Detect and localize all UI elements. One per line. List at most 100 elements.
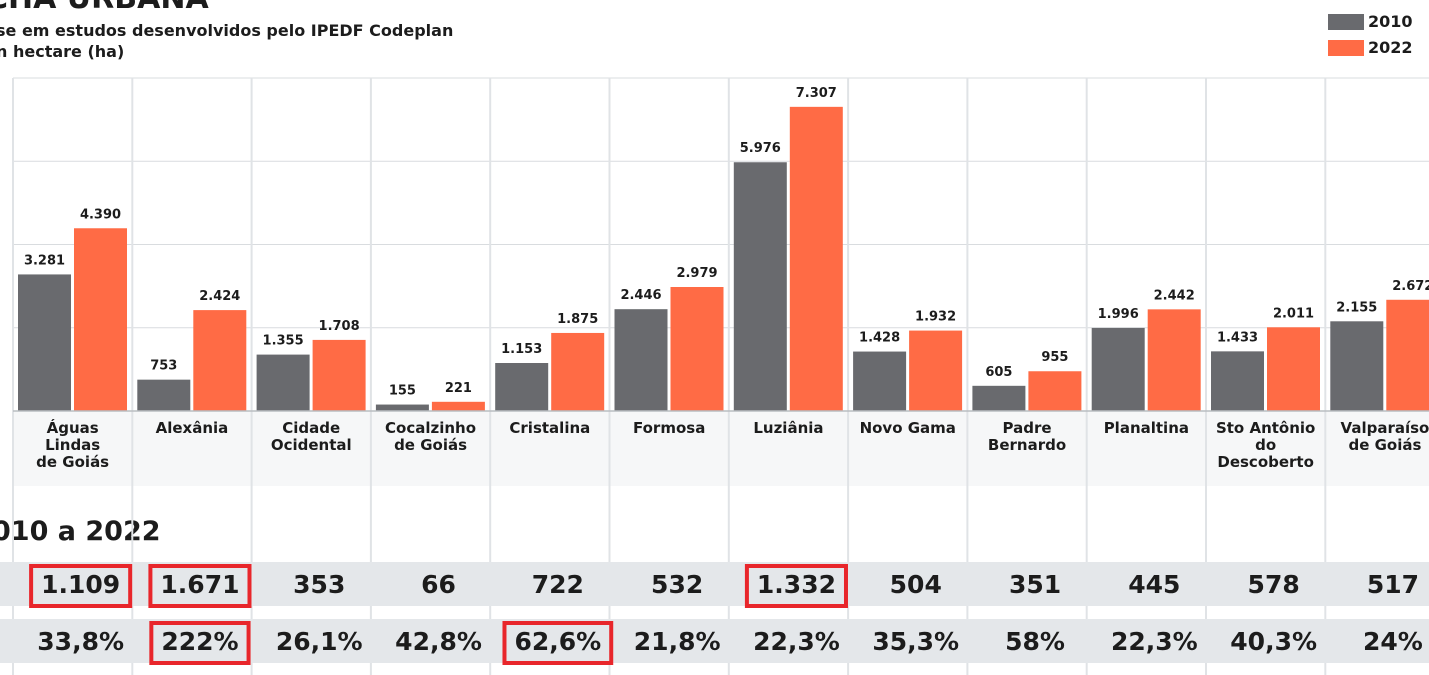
bar xyxy=(972,385,1026,411)
table-cell: 1.109 xyxy=(41,570,120,599)
value-label: 1.428 xyxy=(859,331,900,346)
x-tick-label: Alexânia xyxy=(156,419,229,437)
value-label: 5.976 xyxy=(740,141,781,156)
value-label: 2.979 xyxy=(676,266,717,281)
value-label: 1.875 xyxy=(557,312,598,327)
value-label: 1.932 xyxy=(915,310,956,325)
x-tick-label: Padre Bernardo xyxy=(988,419,1066,454)
table-cell: 517 xyxy=(1367,570,1419,599)
bar xyxy=(18,274,71,411)
value-label: 1.355 xyxy=(263,334,304,349)
value-label: 7.307 xyxy=(796,86,837,101)
value-label: 2.446 xyxy=(620,288,661,303)
legend-swatch xyxy=(1328,40,1364,56)
unit-label: n hectare (ha) xyxy=(0,42,124,61)
bar xyxy=(431,401,485,411)
bar xyxy=(312,339,366,411)
table-title: 010 a 2022 xyxy=(0,516,161,547)
table-cell: 33,8% xyxy=(37,627,124,656)
bar xyxy=(853,351,907,411)
table-cell: 40,3% xyxy=(1230,627,1317,656)
table-cell: 445 xyxy=(1128,570,1180,599)
label-band xyxy=(13,411,1429,486)
bar xyxy=(256,354,310,411)
highlight-box xyxy=(744,564,848,608)
table-row-bg xyxy=(0,619,1429,663)
legend-label: 2022 xyxy=(1368,38,1413,57)
bar xyxy=(1028,371,1082,411)
bar xyxy=(193,310,247,411)
x-tick-label: Luziânia xyxy=(753,419,823,437)
value-label: 155 xyxy=(389,384,416,399)
table-cell: 1.332 xyxy=(757,570,836,599)
x-tick-label: Cidade Ocidental xyxy=(271,419,352,454)
highlight-box xyxy=(148,564,252,608)
x-tick-label: Formosa xyxy=(633,419,705,437)
bar xyxy=(551,332,605,411)
value-label: 753 xyxy=(150,359,177,374)
legend-swatch xyxy=(1328,14,1364,30)
value-label: 2.672 xyxy=(1392,279,1429,294)
table-cell: 21,8% xyxy=(634,627,721,656)
table-cell: 58% xyxy=(1005,627,1065,656)
highlight-box xyxy=(502,621,614,665)
bar xyxy=(733,162,787,411)
table-cell: 35,3% xyxy=(872,627,959,656)
x-tick-label: Valparaíso de Goiás xyxy=(1341,419,1429,454)
bar xyxy=(495,363,549,411)
value-label: 2.155 xyxy=(1336,300,1377,315)
bar xyxy=(670,286,724,411)
value-label: 605 xyxy=(985,365,1012,380)
x-tick-label: Cristalina xyxy=(509,419,590,437)
highlight-box xyxy=(29,564,133,608)
x-tick-label: Novo Gama xyxy=(860,419,956,437)
table-cell: 222% xyxy=(161,627,238,656)
x-tick-label: Sto Antônio do Descoberto xyxy=(1216,419,1315,471)
table-cell: 504 xyxy=(890,570,942,599)
highlight-box xyxy=(149,621,251,665)
value-label: 221 xyxy=(445,381,472,396)
x-tick-label: Planaltina xyxy=(1104,419,1189,437)
x-tick-label: Cocalzinho de Goiás xyxy=(385,419,476,454)
table-cell: 42,8% xyxy=(395,627,482,656)
value-label: 1.433 xyxy=(1217,330,1258,345)
value-label: 3.281 xyxy=(24,253,65,268)
bar xyxy=(1386,299,1429,411)
table-cell: 1.671 xyxy=(160,570,239,599)
value-label: 955 xyxy=(1041,350,1068,365)
value-label: 4.390 xyxy=(80,207,121,222)
bar xyxy=(1330,321,1384,411)
bar xyxy=(375,404,429,411)
table-cell: 351 xyxy=(1009,570,1061,599)
value-label: 1.153 xyxy=(501,342,542,357)
bar xyxy=(74,228,127,411)
table-cell: 722 xyxy=(532,570,584,599)
value-label: 2.442 xyxy=(1154,288,1195,303)
bar xyxy=(1091,327,1145,411)
table-row-bg xyxy=(0,562,1429,606)
table-cell: 578 xyxy=(1248,570,1300,599)
table-cell: 62,6% xyxy=(514,627,601,656)
value-label: 1.708 xyxy=(319,319,360,334)
bar xyxy=(789,106,843,411)
x-tick-label: Águas Lindas de Goiás xyxy=(36,418,109,471)
table-cell: 532 xyxy=(651,570,703,599)
table-cell: 22,3% xyxy=(753,627,840,656)
title: CHA URBANA xyxy=(0,0,209,16)
bar xyxy=(1211,351,1264,411)
bar xyxy=(137,379,191,411)
subtitle: se em estudos desenvolvidos pelo IPEDF C… xyxy=(0,21,453,40)
table-cell: 353 xyxy=(293,570,345,599)
table-cell: 26,1% xyxy=(276,627,363,656)
value-label: 2.424 xyxy=(199,289,240,304)
table-cell: 66 xyxy=(421,570,456,599)
bar xyxy=(1147,309,1201,411)
table-cell: 22,3% xyxy=(1111,627,1198,656)
value-label: 2.011 xyxy=(1273,306,1314,321)
bar xyxy=(614,309,668,411)
value-label: 1.996 xyxy=(1098,307,1139,322)
bar xyxy=(1267,327,1320,411)
bar xyxy=(909,330,963,411)
legend-label: 2010 xyxy=(1368,12,1413,31)
